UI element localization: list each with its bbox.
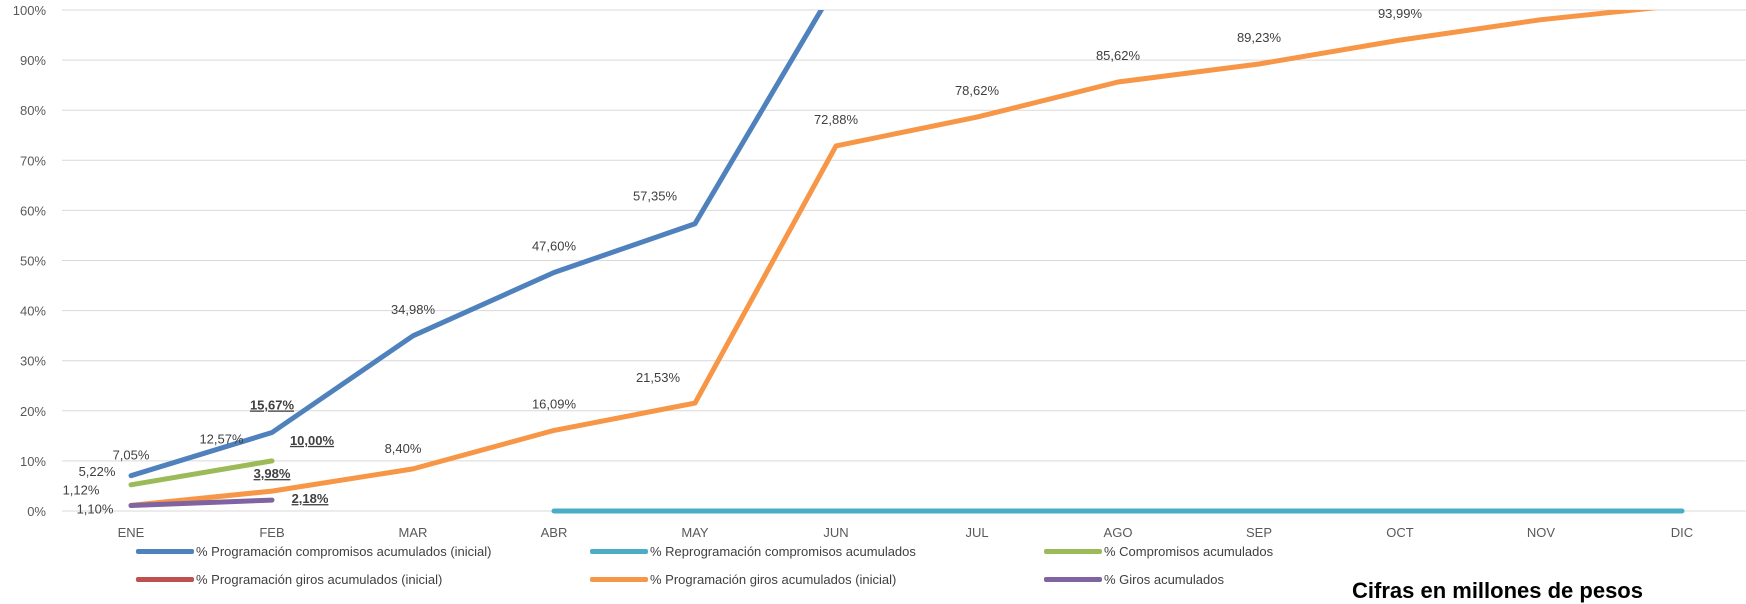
data-label: 98,06%: [1519, 0, 1564, 1]
y-tick-label: 80%: [20, 103, 46, 118]
x-tick-label: AGO: [1104, 525, 1133, 540]
x-tick-label: MAR: [399, 525, 428, 540]
y-tick-label: 30%: [20, 354, 46, 369]
data-label: 85,62%: [1096, 48, 1141, 63]
y-tick-label: 50%: [20, 254, 46, 269]
y-tick-label: 40%: [20, 304, 46, 319]
data-label: 21,53%: [636, 370, 681, 385]
x-tick-label: JUL: [965, 525, 988, 540]
y-tick-label: 90%: [20, 53, 46, 68]
x-tick-label: SEP: [1246, 525, 1272, 540]
data-label: 10,00%: [290, 433, 335, 448]
y-tick-label: 100%: [13, 3, 47, 18]
x-tick-label: ENE: [118, 525, 145, 540]
footnote: Cifras en millones de pesos: [1352, 578, 1643, 603]
data-label: 2,18%: [292, 491, 329, 506]
data-label: 8,40%: [385, 441, 422, 456]
y-tick-label: 60%: [20, 203, 46, 218]
x-tick-label: ABR: [541, 525, 568, 540]
x-tick-label: FEB: [259, 525, 284, 540]
data-label: 72,88%: [814, 112, 859, 127]
y-tick-label: 0%: [27, 504, 46, 519]
data-label: 16,09%: [532, 396, 577, 411]
y-tick-label: 20%: [20, 404, 46, 419]
y-tick-label: 70%: [20, 153, 46, 168]
x-tick-label: MAY: [681, 525, 709, 540]
data-label: 57,35%: [633, 189, 678, 204]
data-label: 1,12%: [63, 482, 100, 497]
data-label: 89,23%: [1237, 30, 1282, 45]
data-label: 7,05%: [113, 448, 150, 463]
series-line: [128, 10, 825, 479]
x-tick-label: DIC: [1671, 525, 1693, 540]
data-label: 15,67%: [250, 397, 295, 412]
x-tick-label: OCT: [1386, 525, 1414, 540]
data-label: 5,22%: [79, 464, 116, 479]
x-tick-label: JUN: [823, 525, 848, 540]
data-label: 93,99%: [1378, 6, 1423, 21]
data-label: 3,98%: [254, 466, 291, 481]
data-label: 47,60%: [532, 239, 577, 254]
y-tick-label: 10%: [20, 454, 46, 469]
x-tick-label: NOV: [1527, 525, 1556, 540]
series-line: [128, 497, 275, 508]
data-label: 34,98%: [391, 302, 436, 317]
series-line: [128, 458, 275, 488]
data-label: 1,10%: [77, 501, 114, 516]
data-label: 78,62%: [955, 83, 1000, 98]
data-label: 12,57%: [199, 431, 244, 446]
series-line: [128, 10, 1659, 508]
